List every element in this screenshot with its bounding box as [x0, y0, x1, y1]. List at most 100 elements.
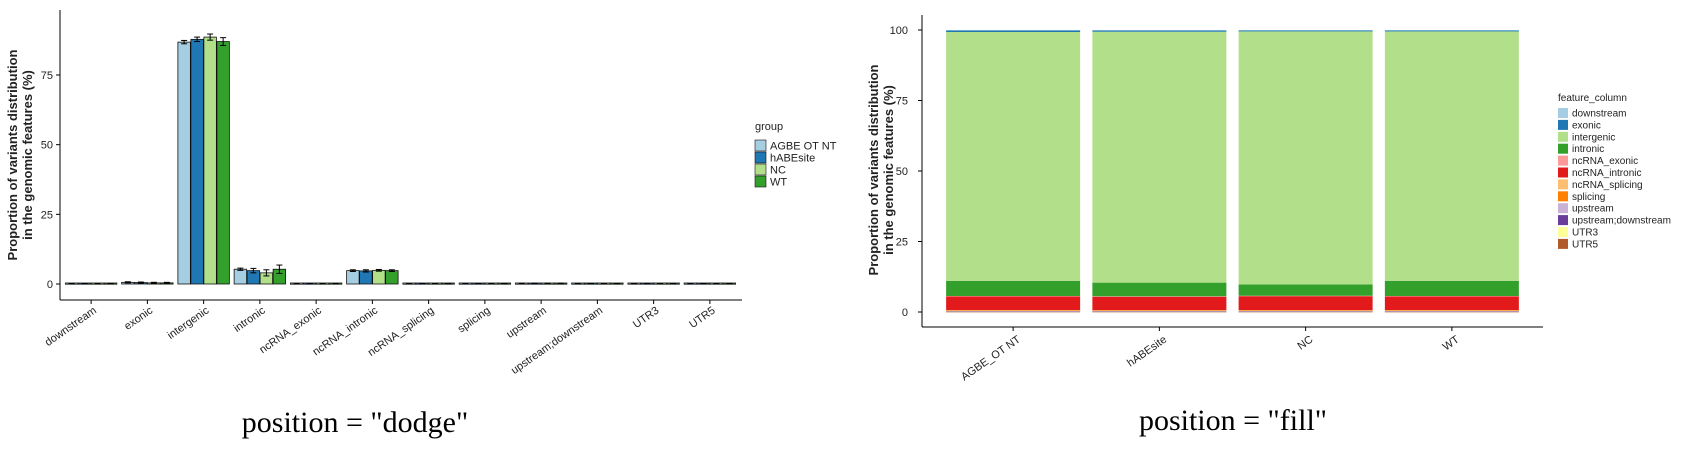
stack-segment-ncrna-exonic-habesite [1092, 296, 1227, 297]
caption-dodge: position = "dodge" [242, 406, 468, 439]
legend-label: ncRNA_intronic [1572, 168, 1641, 179]
stack-segment-intronic-wt [1384, 280, 1519, 296]
stack-segment-intronic-agbe-ot-nt [946, 280, 1081, 296]
bar-nc-ncrna-intronic [372, 269, 386, 285]
stack-segment-ncrna-exonic-agbe-ot-nt [946, 295, 1081, 297]
stack-segment-exonic-nc [1238, 30, 1373, 32]
legend-label: UTR3 [1572, 228, 1599, 239]
stack-segment-intronic-nc [1238, 284, 1373, 296]
x-tick-label: exonic [122, 304, 155, 332]
y-axis-label-line2: in the genomic features (%) [881, 85, 896, 255]
y-tick-label: 0 [47, 279, 53, 291]
legend-label: ncRNA_splicing [1572, 180, 1643, 191]
legend-label: exonic [1572, 120, 1601, 131]
legend-swatch [1558, 143, 1568, 154]
x-tick-label: WT [1441, 333, 1462, 353]
legend-swatch [754, 163, 767, 176]
legend-swatch [1558, 167, 1568, 178]
legend-label: NC [770, 165, 786, 177]
x-tick-label: intergenic [165, 304, 211, 341]
x-tick-label: UTR5 [687, 305, 717, 331]
legend-swatch [1558, 155, 1568, 166]
y-tick-label: 75 [896, 96, 908, 108]
legend-label: intergenic [1572, 132, 1615, 143]
bar-wt-ncrna-intronic [385, 270, 399, 285]
stack-segment-intergenic-wt [1384, 31, 1519, 281]
legend-swatch [1558, 227, 1568, 237]
bar-habesite-ncrna-intronic [359, 270, 373, 285]
stack-segment-ncrna-intronic-habesite [1092, 296, 1227, 311]
legend-swatch [754, 151, 767, 164]
legend-title: feature_column [1558, 93, 1627, 104]
bar-habesite-intergenic [190, 38, 204, 285]
dodge-chart: 0 25 50 75 Proportion of variants distributi… [5, 10, 837, 377]
legend-swatch [1558, 215, 1568, 226]
legend-swatch [1558, 238, 1568, 249]
stack-segment-upstream-downstream-agbe-ot-nt [946, 311, 1081, 312]
legend-label: UTR5 [1572, 239, 1599, 250]
caption-fill: position = "fill" [1139, 404, 1327, 437]
bar-nc-intergenic [203, 36, 217, 285]
stack-segment-exonic-wt [1384, 30, 1519, 32]
legend-title: group [755, 121, 783, 133]
stack-segment-exonic-agbe-ot-nt [946, 30, 1081, 33]
stack-segment-intergenic-nc [1238, 31, 1373, 285]
bar-wt-intergenic [216, 41, 230, 285]
stack-segment-ncrna-intronic-agbe-ot-nt [946, 296, 1081, 310]
stack-segment-downstream-habesite [1092, 30, 1227, 31]
x-tick-label: splicing [456, 305, 493, 336]
x-tick-label: intronic [232, 304, 268, 334]
y-tick-label: 25 [41, 209, 53, 221]
x-tick-label: upstream;downstream [509, 305, 605, 377]
stack-segment-ncrna-intronic-wt [1384, 296, 1519, 310]
legend-label: upstream [1572, 204, 1614, 215]
stack-segment-downstream-nc [1238, 30, 1373, 31]
legend-swatch [1558, 119, 1568, 130]
bar-agbe-ot-nt-ncrna-intronic [346, 270, 360, 285]
y-axis-label-line1: Proportion of variants distribution [5, 49, 20, 260]
legend-swatch [1558, 179, 1568, 190]
stack-segment-ncrna-splicing-habesite [1092, 310, 1227, 311]
legend-label: intronic [1572, 144, 1604, 155]
stack-segment-downstream-wt [1384, 30, 1519, 31]
y-tick-label: 75 [41, 70, 53, 82]
stack-segment-ncrna-splicing-wt [1384, 309, 1519, 311]
x-tick-label: upstream [504, 305, 548, 341]
y-tick-label: 25 [896, 237, 908, 249]
legend-swatch [754, 175, 767, 188]
stack-segment-ncrna-splicing-agbe-ot-nt [946, 309, 1081, 311]
y-tick-label: 50 [896, 166, 908, 178]
stack-segment-exonic-habesite [1092, 30, 1227, 32]
x-tick-label: downstream [43, 305, 99, 349]
bar-agbe-ot-nt-intronic [233, 268, 248, 285]
bar-agbe-ot-nt-intergenic [177, 41, 191, 285]
stack-segment-upstream-downstream-habesite [1092, 311, 1227, 312]
fill-chart: 0 25 50 75 100 Proportion of variants distrib… [866, 15, 1671, 383]
y-axis-label-line1: Proportion of variants distribution [866, 64, 881, 275]
legend-swatch [1558, 191, 1568, 202]
y-tick-label: 0 [902, 307, 908, 319]
legend-label: upstream;downstream [1572, 216, 1671, 227]
stack-segment-intronic-habesite [1092, 282, 1227, 297]
y-tick-label: 50 [41, 140, 53, 152]
x-tick-label: hABEsite [1125, 334, 1169, 370]
y-tick-label: 100 [890, 25, 908, 37]
y-axis-label-line2: in the genomic features (%) [20, 70, 35, 240]
legend-swatch [754, 139, 767, 152]
y-axis-label: Proportion of variants distributionin th… [5, 49, 35, 260]
stack-segment-intergenic-habesite [1092, 31, 1227, 283]
stack-segment-ncrna-exonic-nc [1238, 295, 1373, 297]
legend-label: hABEsite [770, 153, 815, 165]
legend-label: ncRNA_exonic [1572, 156, 1638, 167]
stack-segment-downstream-agbe-ot-nt [946, 30, 1081, 31]
legend-label: AGBE OT NT [770, 141, 837, 153]
y-axis-label: Proportion of variants distributionin th… [866, 64, 896, 275]
stack-segment-upstream-downstream-wt [1384, 311, 1519, 312]
stack-segment-ncrna-intronic-nc [1238, 296, 1373, 311]
stack-segment-ncrna-exonic-wt [1384, 295, 1519, 297]
legend-label: splicing [1572, 192, 1605, 203]
stack-segment-ncrna-splicing-nc [1238, 310, 1373, 311]
x-tick-label: UTR3 [631, 305, 661, 331]
legend-swatch [1558, 131, 1568, 142]
